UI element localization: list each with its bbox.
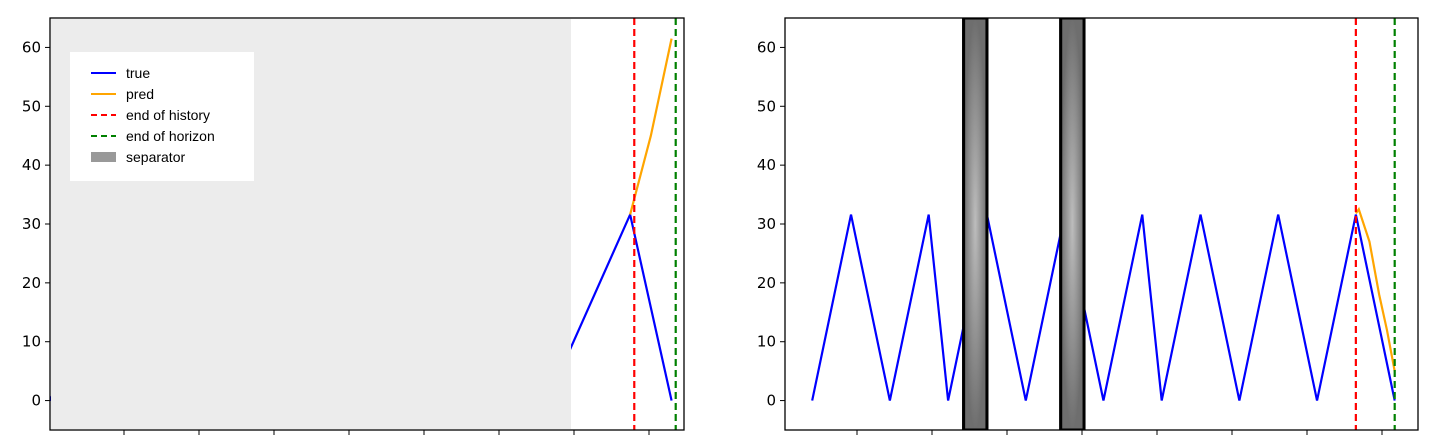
y-tick-label: 20 [22, 274, 41, 292]
y-tick-label: 60 [757, 38, 776, 56]
legend: true pred end of history end of horizon sepa… [70, 52, 254, 181]
legend-separator-label: separator [126, 149, 185, 165]
y-tick-label: 20 [757, 274, 776, 292]
y-tick-label: 50 [757, 97, 776, 115]
y-tick-label: 30 [757, 215, 776, 233]
right-y-axis: 0 10 20 30 40 50 60 [757, 38, 785, 410]
y-tick-label: 0 [766, 392, 776, 410]
legend-end_of_history-label: end of history [126, 107, 210, 123]
series-true-line [811, 214, 1396, 401]
y-tick-label: 10 [22, 333, 41, 351]
y-tick-label: 10 [757, 333, 776, 351]
left-y-axis: 0 10 20 30 40 50 60 [22, 38, 50, 410]
legend-true-label: true [126, 65, 150, 81]
left-x-axis [123, 430, 650, 435]
right-x-axis [856, 430, 1383, 435]
legend-pred-label: pred [126, 86, 154, 102]
y-tick-label: 40 [22, 156, 41, 174]
separator-block-1-overlay [962, 18, 989, 430]
series-pred-line [629, 38, 673, 215]
right-plot-background [785, 18, 1418, 430]
y-tick-label: 50 [22, 97, 41, 115]
right-plot-data [811, 18, 1396, 430]
y-tick-label: 40 [757, 156, 776, 174]
right-panel: 0 10 20 30 40 50 60 [757, 17, 1419, 435]
y-tick-label: 60 [22, 38, 41, 56]
left-panel: 0 10 20 30 40 50 60 true pred end of history end … [22, 17, 685, 435]
y-tick-label: 30 [22, 215, 41, 233]
legend-end_of_horizon-label: end of horizon [126, 128, 215, 144]
y-tick-label: 0 [31, 392, 41, 410]
legend-separator-swatch [91, 152, 116, 162]
series-pred-line [1354, 206, 1396, 372]
separator-block-2-overlay [1059, 18, 1086, 430]
